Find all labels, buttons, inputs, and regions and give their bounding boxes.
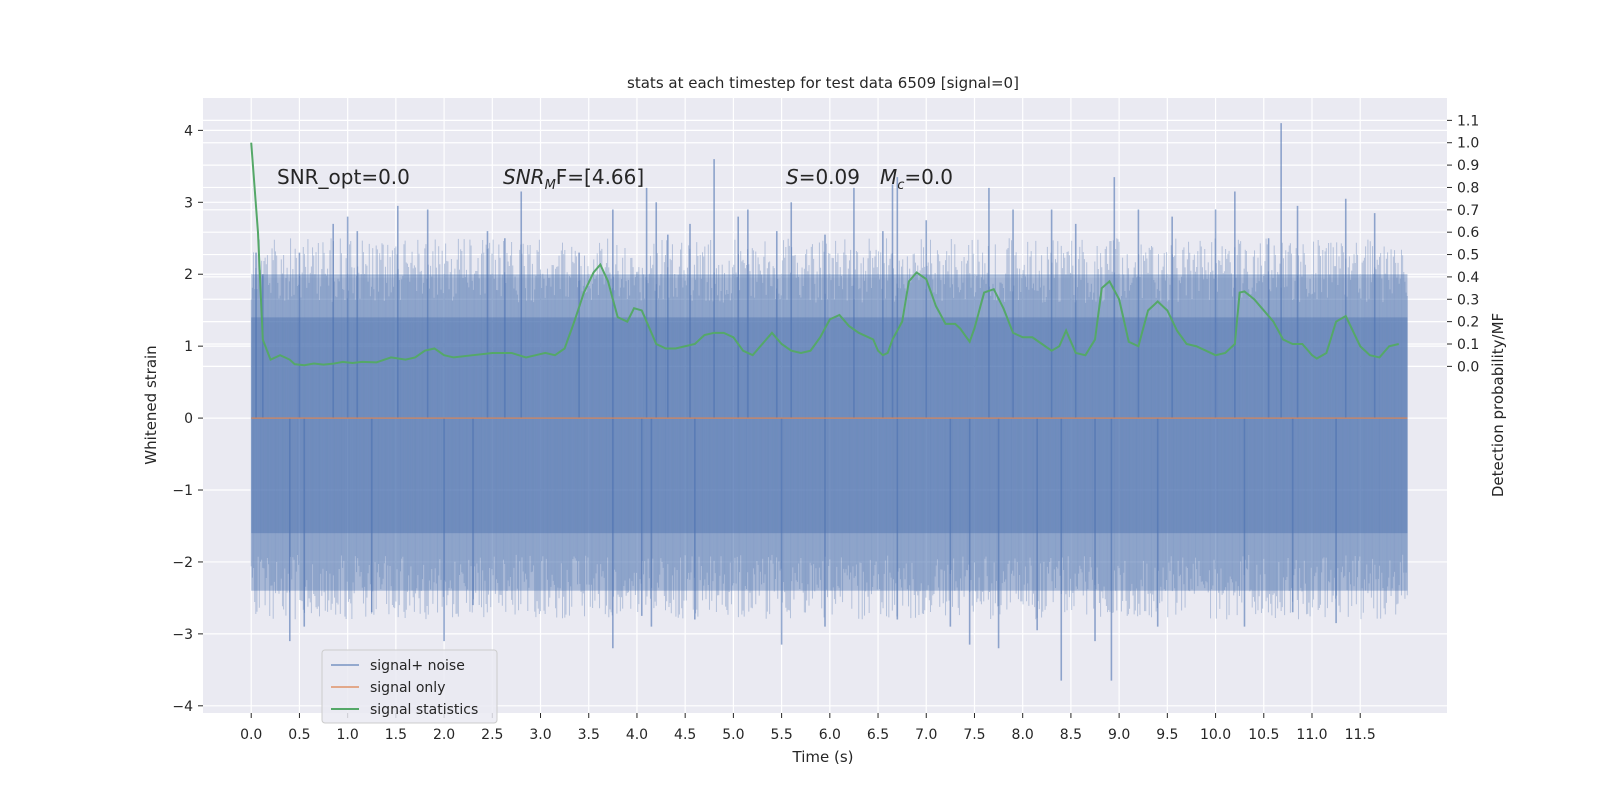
snr-mf-base: SNR [503,165,545,189]
y-ticks: −4 −3 −2 −1 0 1 2 3 4 [172,123,203,715]
stats-line [250,142,1400,367]
y-right-tick-label: 0.1 [1457,337,1479,353]
mc-value: =0.0 [904,165,953,189]
y-tick-label: 3 [184,195,193,211]
x-tick-label: 9.5 [1156,727,1178,743]
x-ticks: 0.0 0.5 1.0 1.5 2.0 2.5 3.0 3.5 4.0 4.5 5.0 5.5 6.0 6… [240,713,1376,743]
s-value: =0.09 [799,165,860,189]
x-tick-label: 8.0 [1012,727,1034,743]
legend-box [321,649,498,724]
y-right-tick-label: 0.6 [1457,225,1479,241]
mc-annotation: Mc=0.0 [880,165,953,193]
y-right-tick-label: 1.0 [1457,136,1479,152]
stats-series [250,142,1400,367]
y-tick-label: 1 [184,339,193,355]
x-axis-label: Time (s) [792,748,854,766]
y-right-tick-label: 0.8 [1457,180,1479,196]
x-tick-label: 4.0 [626,727,648,743]
x-tick-label: 6.5 [867,727,889,743]
x-tick-label: 5.5 [770,727,792,743]
x-tick-label: 8.5 [1060,727,1082,743]
s-label: S [786,165,799,189]
y-right-tick-label: 0.0 [1457,359,1479,375]
mc-sub: c [897,178,904,193]
snr-opt-annotation: SNR_opt=0.0 [277,165,410,189]
x-tick-label: 1.0 [337,727,359,743]
y-right-tick-label: 0.4 [1457,270,1479,286]
x-tick-label: 6.0 [819,727,841,743]
grid [203,98,1447,713]
x-tick-label: 4.5 [674,727,696,743]
y-right-tick-label: 0.9 [1457,158,1479,174]
y-right-axis-label: Detection probability/MF [1489,313,1507,497]
noise-series [250,123,1408,681]
x-tick-label: 5.0 [722,727,744,743]
y-tick-label: −1 [172,483,193,499]
y-right-tick-label: 0.3 [1457,292,1479,308]
mc-label: M [880,165,897,189]
y-right-tick-label: 0.5 [1457,248,1479,264]
snr-mf-rest: F=[4.66] [556,165,644,189]
x-tick-label: 11.5 [1345,727,1376,743]
x-tick-label: 7.5 [963,727,985,743]
y-tick-label: 4 [184,123,193,139]
snr-mf-annotation: SNRMF=[4.66] [503,165,644,193]
s-annotation: S=0.09 [786,165,860,189]
x-tick-label: 3.5 [578,727,600,743]
y-tick-label: −2 [172,555,193,571]
x-tick-label: 9.0 [1108,727,1130,743]
x-tick-label: 1.5 [385,727,407,743]
legend-label-signal: signal only [370,680,445,696]
x-tick-label: 2.0 [433,727,455,743]
legend-label-stats: signal statistics [370,702,478,718]
y-tick-label: 0 [184,411,193,427]
x-tick-label: 11.0 [1296,727,1327,743]
y-tick-label: −3 [172,627,193,643]
x-tick-label: 0.5 [288,727,310,743]
y-right-tick-label: 0.7 [1457,203,1479,219]
y-right-tick-label: 0.2 [1457,315,1479,331]
y-axis-label: Whitened strain [142,345,160,464]
y-right-tick-label: 1.1 [1457,113,1479,129]
y-right-ticks: 0.0 0.1 0.2 0.3 0.4 0.5 0.6 0.7 0.8 0.9 1.0 1.1 [1447,113,1479,375]
chart-title: stats at each timestep for test data 650… [627,74,1019,92]
y-tick-label: 2 [184,267,193,283]
x-tick-label: 10.5 [1248,727,1279,743]
x-tick-label: 7.0 [915,727,937,743]
legend-label-noise: signal+ noise [370,658,465,674]
snr-mf-sub: M [545,178,556,193]
x-tick-label: 2.5 [481,727,503,743]
x-tick-label: 10.0 [1200,727,1231,743]
x-tick-label: 0.0 [240,727,262,743]
x-tick-label: 3.0 [529,727,551,743]
y-tick-label: −4 [172,699,193,715]
legend: signal+ noise signal only signal statist… [321,649,498,724]
